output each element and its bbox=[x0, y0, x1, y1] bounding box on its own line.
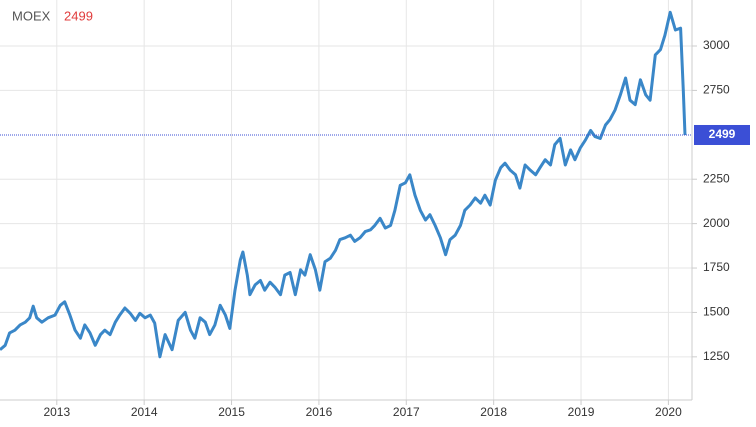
plot: 1250 1500 1750 2000 2250 2750 3000 2013 2014 2015… bbox=[0, 0, 730, 419]
current-value-label: 2499 bbox=[709, 127, 736, 141]
y-tick-label: 1500 bbox=[703, 305, 730, 319]
x-tick-label: 2015 bbox=[218, 405, 245, 419]
overlay: 2499 bbox=[0, 124, 750, 145]
y-tick-label: 1250 bbox=[703, 349, 730, 363]
x-tick-label: 2020 bbox=[655, 405, 682, 419]
legend-value: 2499 bbox=[64, 8, 93, 23]
y-tick-label: 2250 bbox=[703, 171, 730, 185]
x-tick-label: 2016 bbox=[306, 405, 333, 419]
current-value-box bbox=[694, 124, 750, 145]
x-tick-label: 2013 bbox=[43, 405, 70, 419]
y-tick-label: 2750 bbox=[703, 83, 730, 97]
y-tick-label: 3000 bbox=[703, 38, 730, 52]
x-tick-label: 2019 bbox=[568, 405, 595, 419]
y-tick-label: 1750 bbox=[703, 260, 730, 274]
x-tick-label: 2018 bbox=[480, 405, 507, 419]
x-tick-label: 2017 bbox=[393, 405, 420, 419]
price-line bbox=[0, 10, 687, 359]
legend-name: MOEX bbox=[12, 8, 51, 23]
x-tick-label: 2014 bbox=[131, 405, 158, 419]
y-tick-label: 2000 bbox=[703, 216, 730, 230]
